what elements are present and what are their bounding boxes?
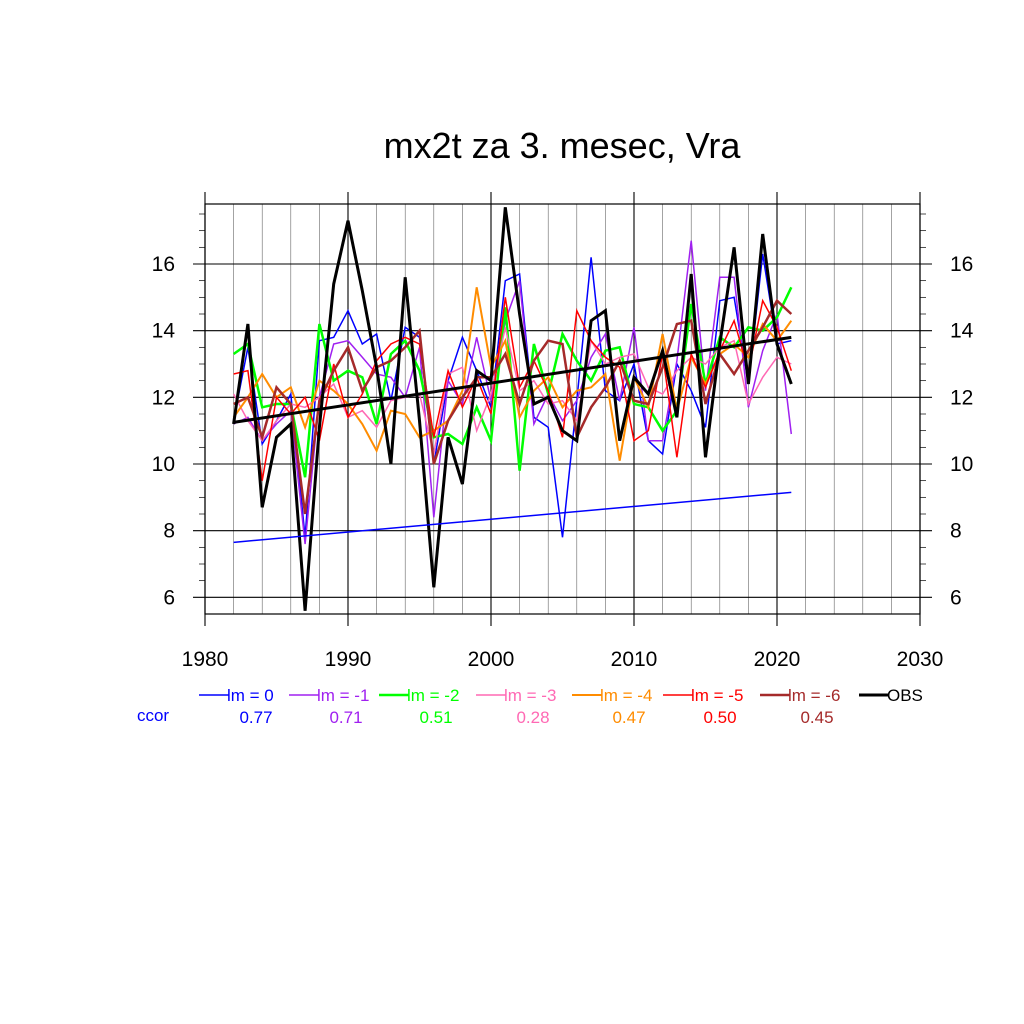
x-tick-label: 1980 [182,648,229,671]
axis-ticks: 6 6 8 8 10 10 12 12 14 14 16 16 1980 1990 2000 2010 2020… [152,253,974,671]
legend-entry-label: lm = -5 [691,686,743,705]
y-tick-label-left: 8 [163,520,175,543]
y-tick-label-left: 10 [152,453,175,476]
chart-title: mx2t za 3. mesec, Vra [384,125,742,166]
trend-line-1 [233,335,792,424]
plot-frame [204,203,921,615]
x-tick-label: 2030 [897,648,944,671]
y-tick-label-left: 14 [152,320,176,343]
legend-ccor-value: 0.50 [703,708,736,727]
y-tick-label-left: 6 [163,586,175,609]
legend-ccor-value: 0.51 [419,708,452,727]
x-tick-label: 2000 [468,648,515,671]
y-tick-label-left: 12 [152,386,175,409]
legend: ccor lm = 0 0.77 lm = -1 0.71 lm = -2 0.51 lm =… [137,686,923,727]
x-tick-label: 1990 [325,648,372,671]
y-tick-label-right: 6 [950,586,962,609]
series-line-7 [232,207,793,611]
legend-entry-label: lm = -2 [407,686,459,705]
legend-entry-label: lm = -1 [317,686,369,705]
y-tick-label-right: 8 [950,520,962,543]
legend-entry-label: OBS [887,686,923,705]
y-tick-label-right: 14 [950,320,974,343]
x-tick-label: 2010 [611,648,658,671]
y-tick-label-right: 12 [950,386,973,409]
y-tick-label-right: 10 [950,453,973,476]
legend-entry-label: lm = -4 [600,686,652,705]
y-tick-label-right: 16 [950,253,973,276]
legend-ccor-value: 0.71 [329,708,362,727]
legend-ccor-value: 0.47 [612,708,645,727]
legend-entry-label: lm = -6 [788,686,840,705]
legend-row-label: ccor [137,706,169,725]
legend-ccor-value: 0.77 [239,708,272,727]
trend-line-0 [233,491,792,544]
legend-entry-label: lm = 0 [227,686,274,705]
legend-ccor-value: 0.45 [800,708,833,727]
legend-ccor-value: 0.28 [516,708,549,727]
series-line-0 [232,253,792,538]
series-layer [232,207,793,611]
x-tick-label: 2020 [754,648,801,671]
legend-entry-label: lm = -3 [504,686,556,705]
y-tick-label-left: 16 [152,253,175,276]
